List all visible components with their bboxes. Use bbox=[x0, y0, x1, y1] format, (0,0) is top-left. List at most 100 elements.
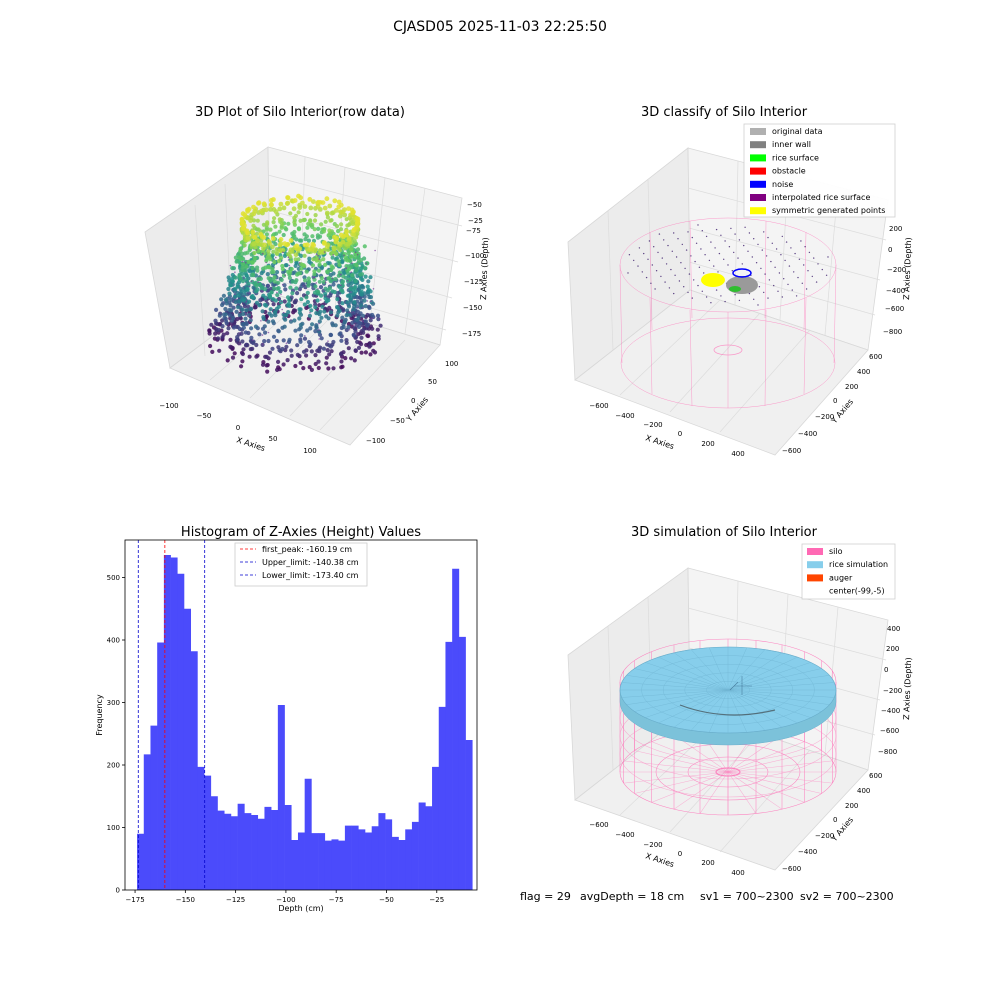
raw-point bbox=[277, 348, 282, 353]
histogram-bar bbox=[284, 805, 292, 890]
grid-point bbox=[627, 272, 629, 274]
raw-point bbox=[362, 294, 367, 299]
panel1-zlabel: Z Axies (Depth) bbox=[479, 237, 490, 300]
panel4-xtick: 0 bbox=[678, 850, 682, 858]
grid-point bbox=[667, 244, 669, 247]
raw-point bbox=[234, 309, 239, 314]
raw-point bbox=[329, 349, 334, 354]
raw-point bbox=[239, 220, 245, 226]
raw-point bbox=[340, 315, 345, 320]
raw-point bbox=[260, 309, 265, 314]
panel1-ytick: 0 bbox=[411, 397, 415, 405]
raw-point bbox=[271, 334, 277, 339]
grid-point bbox=[737, 257, 739, 259]
raw-point bbox=[337, 241, 342, 247]
raw-point bbox=[313, 361, 318, 367]
raw-point bbox=[256, 248, 261, 253]
raw-point bbox=[272, 259, 277, 265]
raw-point bbox=[278, 237, 284, 242]
interior-point bbox=[241, 261, 244, 263]
raw-point bbox=[259, 208, 264, 214]
interior-point bbox=[348, 311, 350, 314]
interior-point bbox=[353, 324, 355, 326]
raw-point bbox=[299, 284, 304, 289]
raw-point bbox=[301, 349, 307, 354]
interior-point bbox=[346, 280, 349, 282]
histogram-bar bbox=[465, 740, 473, 890]
raw-point bbox=[251, 218, 257, 223]
grid-point bbox=[691, 236, 693, 239]
interior-point bbox=[317, 288, 319, 290]
panel-simulation: 3D simulation of Silo Interior silo rice … bbox=[567, 525, 913, 877]
raw-point bbox=[321, 257, 326, 262]
raw-point bbox=[317, 319, 322, 324]
raw-point bbox=[250, 229, 256, 235]
panel-classify: 3D classify of Silo Interior bbox=[567, 105, 913, 458]
raw-point bbox=[301, 366, 306, 371]
raw-point bbox=[246, 299, 252, 304]
raw-point bbox=[348, 286, 353, 291]
interior-point bbox=[257, 281, 260, 284]
raw-point bbox=[241, 347, 246, 352]
interior-point bbox=[261, 343, 264, 345]
interior-point bbox=[315, 282, 318, 284]
raw-point bbox=[289, 348, 294, 353]
raw-point bbox=[297, 205, 303, 211]
raw-point bbox=[346, 267, 352, 272]
raw-point bbox=[287, 253, 292, 258]
raw-point bbox=[346, 321, 351, 327]
grid-point bbox=[687, 291, 689, 294]
panel1-x-ticks: −100 −50 0 50 100 bbox=[159, 402, 316, 455]
interior-point bbox=[234, 293, 236, 296]
interior-point bbox=[229, 264, 232, 267]
raw-point bbox=[359, 303, 364, 308]
panel1-y-ticks: −100 −50 0 50 100 bbox=[366, 360, 458, 445]
raw-point bbox=[287, 275, 292, 281]
raw-point bbox=[287, 337, 292, 342]
raw-point bbox=[299, 238, 304, 243]
raw-point bbox=[240, 351, 245, 357]
raw-point bbox=[259, 234, 265, 239]
classify-legend-swatch bbox=[750, 167, 766, 175]
raw-point bbox=[363, 350, 368, 355]
raw-point bbox=[268, 227, 273, 232]
raw-point bbox=[240, 262, 245, 267]
histogram-legend-label: Upper_limit: -140.38 cm bbox=[262, 558, 359, 567]
raw-point bbox=[286, 301, 291, 306]
raw-point bbox=[262, 242, 268, 248]
raw-point bbox=[293, 328, 298, 333]
raw-point bbox=[326, 276, 331, 281]
raw-point bbox=[330, 250, 335, 255]
raw-point bbox=[290, 279, 295, 284]
panel2-title: 3D classify of Silo Interior bbox=[641, 105, 808, 120]
raw-point bbox=[317, 329, 322, 334]
raw-point bbox=[333, 323, 338, 328]
raw-point bbox=[282, 299, 287, 304]
raw-point bbox=[257, 332, 262, 337]
histogram-legend: first_peak: -160.19 cm Upper_limit: -140.… bbox=[234, 542, 368, 587]
raw-point bbox=[242, 292, 247, 297]
grid-point bbox=[691, 297, 693, 299]
raw-point bbox=[297, 307, 302, 312]
histogram-bar bbox=[418, 802, 426, 890]
classify-legend-swatch bbox=[750, 207, 766, 215]
raw-point bbox=[321, 241, 327, 246]
histogram-bar bbox=[385, 819, 393, 890]
raw-point bbox=[358, 272, 363, 277]
raw-point bbox=[319, 276, 324, 281]
raw-point bbox=[337, 308, 342, 313]
classify-legend-label: inner wall bbox=[772, 140, 811, 149]
raw-point bbox=[365, 284, 370, 289]
grid-point bbox=[704, 254, 706, 256]
raw-point bbox=[214, 307, 219, 312]
panel1-title: 3D Plot of Silo Interior(row data) bbox=[195, 105, 405, 120]
grid-point bbox=[753, 298, 755, 300]
raw-point bbox=[229, 308, 234, 313]
raw-point bbox=[246, 206, 252, 212]
raw-point bbox=[277, 229, 282, 234]
raw-point bbox=[285, 358, 290, 363]
raw-point bbox=[312, 269, 317, 274]
raw-point bbox=[331, 245, 337, 251]
raw-point bbox=[247, 354, 252, 359]
raw-point bbox=[317, 279, 322, 284]
